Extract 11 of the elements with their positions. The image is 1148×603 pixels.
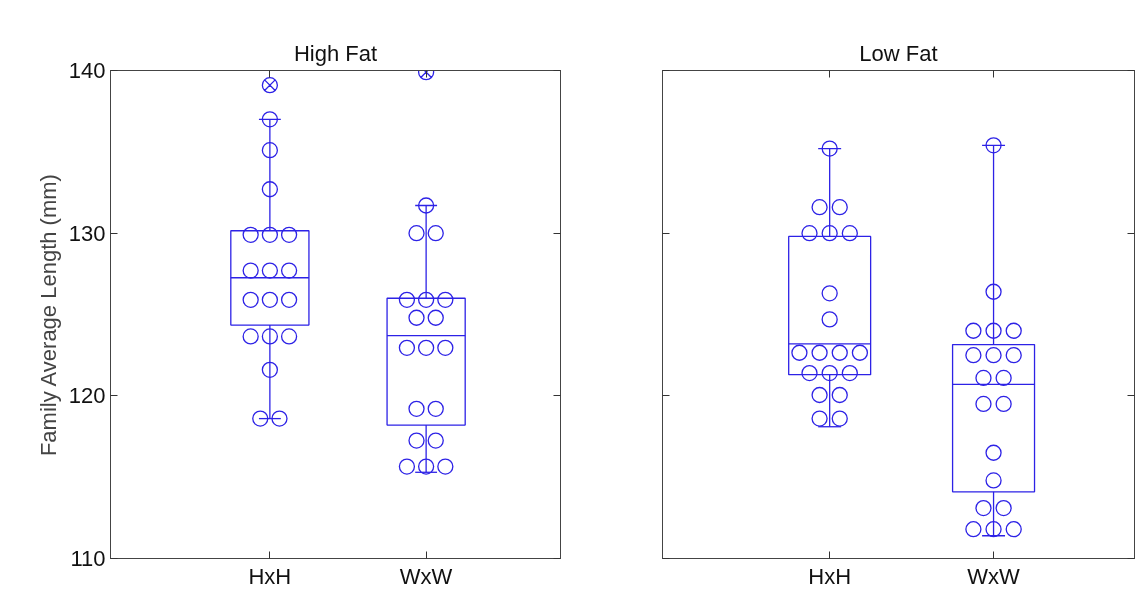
x-tick-label: WxW	[399, 563, 453, 589]
y-axis-title: Family Average Length (mm)	[35, 174, 61, 457]
y-tick-label: 120	[68, 383, 106, 409]
y-tick-label: 130	[68, 220, 106, 246]
x-tick-label: WxW	[967, 563, 1021, 589]
y-tick-label: 140	[68, 58, 106, 83]
chart-title: Low Fat	[859, 40, 938, 66]
chart-title: High Fat	[293, 40, 378, 66]
x-tick-label: HxH	[248, 563, 292, 589]
x-tick-label: HxH	[808, 563, 852, 589]
y-tick-label: 110	[70, 546, 106, 571]
